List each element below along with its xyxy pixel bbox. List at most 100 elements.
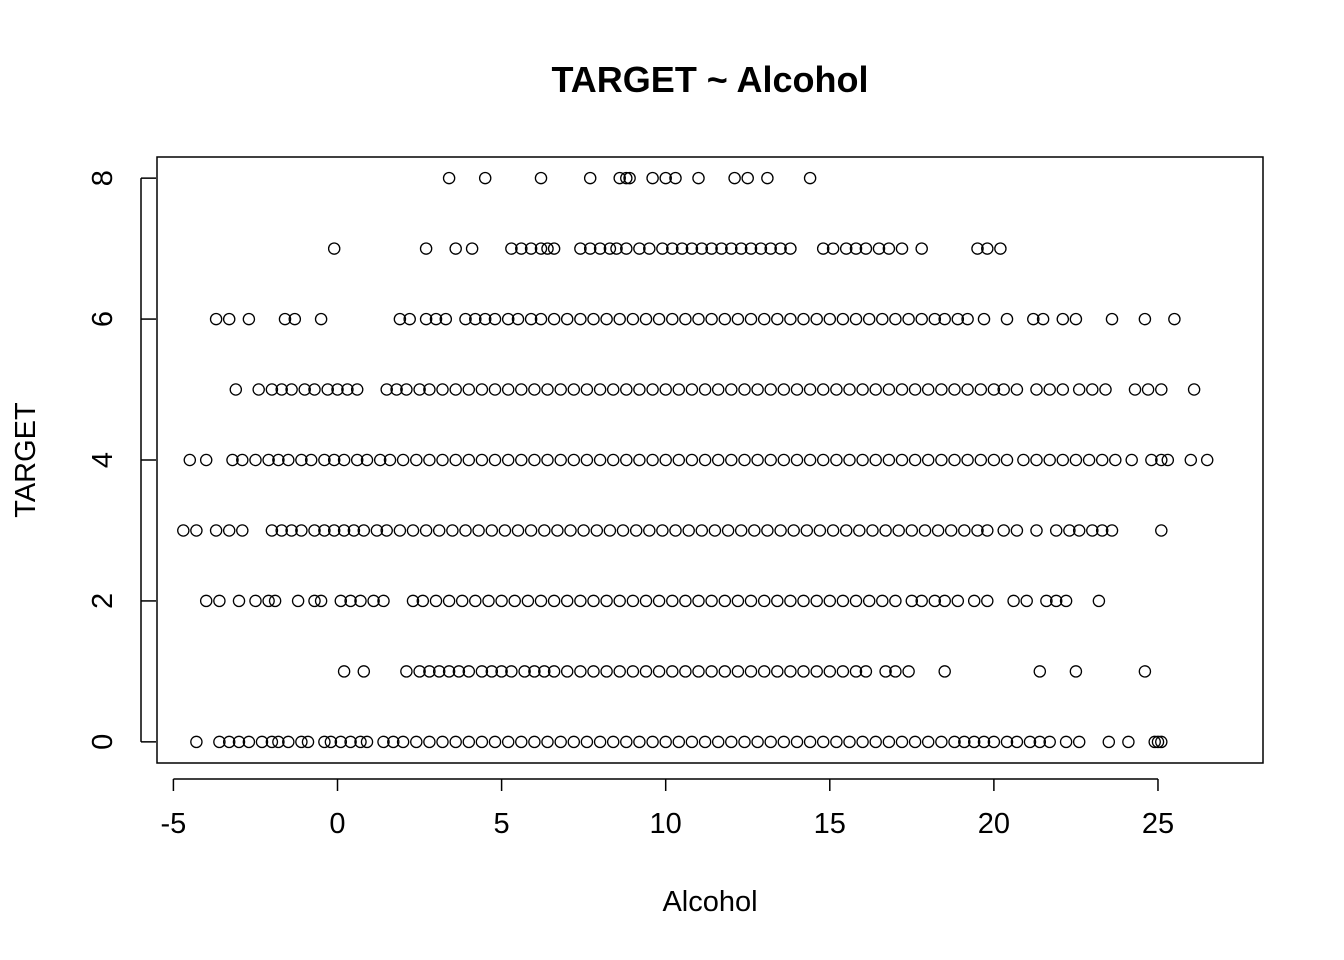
data-point [921,453,935,467]
data-point [478,171,492,185]
data-point [272,735,285,749]
data-point [419,312,433,326]
data-point [580,735,594,749]
data-point [1020,594,1033,608]
data-point [997,524,1010,537]
data-point [744,242,758,255]
data-point [774,524,787,537]
data-point [337,453,351,467]
data-point [232,594,246,608]
data-point [731,665,745,678]
data-point [862,312,876,326]
data-point [1043,735,1056,749]
data-point [816,735,830,749]
data-point [958,735,971,749]
data-point [462,383,476,396]
data-point [1155,524,1168,537]
data-point [679,665,692,678]
data-point [839,242,853,255]
data-point [534,594,548,608]
data-point [538,524,551,537]
data-point [469,312,482,326]
data-point [291,594,305,608]
data-point [190,524,203,537]
data-point [915,312,928,326]
data-point [620,383,633,396]
data-point [1017,453,1030,467]
data-point [580,453,594,467]
data-point [708,524,722,537]
data-point [944,524,958,537]
data-point [951,594,965,608]
data-point [554,453,567,467]
data-point [534,171,548,185]
data-point [600,665,613,678]
data-point [879,524,892,537]
data-point [1023,735,1037,749]
data-point [590,524,604,537]
data-point [659,735,672,749]
data-point [721,524,735,537]
data-point [830,735,843,749]
data-point [856,383,869,396]
data-point [738,453,751,467]
data-point [403,312,416,326]
data-point [574,312,587,326]
data-point [577,524,590,537]
data-point [298,383,311,396]
data-point [659,453,672,467]
data-point [449,735,462,749]
data-point [866,524,879,537]
data-point [928,312,942,326]
data-point [908,383,922,396]
data-point [869,735,882,749]
data-point [816,383,830,396]
data-point [295,524,308,537]
data-point [908,735,922,749]
data-point [472,524,485,537]
data-point [705,594,718,608]
data-point [816,453,830,467]
data-point [777,735,791,749]
data-point [902,312,915,326]
data-point [771,312,784,326]
data-point [633,453,646,467]
data-point [639,594,653,608]
data-point [347,524,361,537]
data-point [1056,453,1070,467]
data-point [613,594,626,608]
data-point [432,665,446,678]
data-point [423,453,436,467]
data-point [777,383,791,396]
data-point [268,594,282,608]
data-point [879,665,892,678]
data-point [515,453,528,467]
data-point [1099,383,1112,396]
data-point [839,524,853,537]
data-point [508,594,521,608]
data-point [318,453,331,467]
data-point [413,383,426,396]
data-point [383,453,397,467]
data-point [488,312,502,326]
data-point [977,735,991,749]
data-point [633,735,646,749]
data-point [961,383,974,396]
plot-frame [156,156,1264,764]
data-point [718,312,732,326]
data-point [377,594,390,608]
data-point [1168,312,1181,326]
data-point [711,735,725,749]
data-point [938,665,951,678]
data-point [242,735,256,749]
data-point [981,524,994,537]
data-point [459,312,472,326]
data-point [643,242,656,255]
data-point [416,594,430,608]
data-point [380,524,393,537]
data-point [967,594,981,608]
data-point [547,312,561,326]
data-point [606,383,620,396]
data-point [826,524,840,537]
